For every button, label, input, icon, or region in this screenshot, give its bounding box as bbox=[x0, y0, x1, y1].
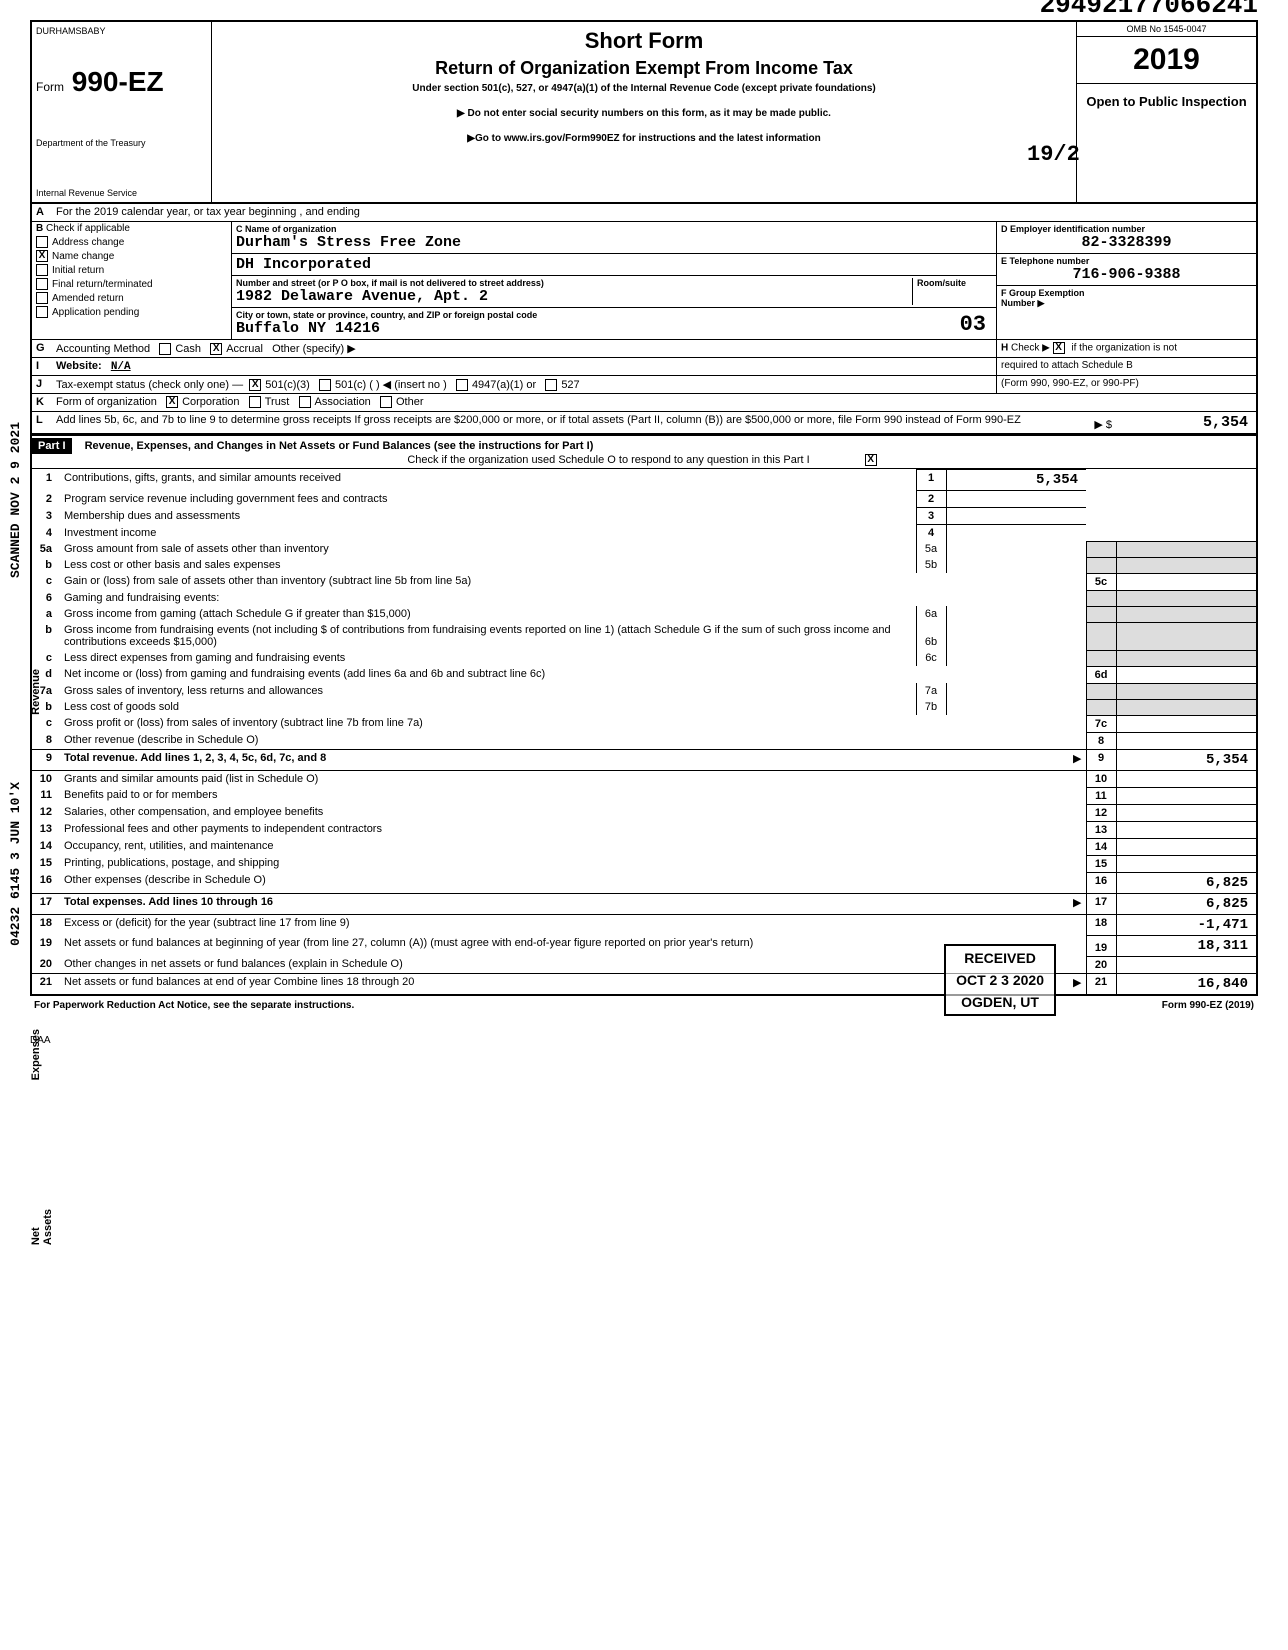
ssn-note: ▶ Do not enter social security numbers o… bbox=[218, 108, 1070, 119]
cb-corp[interactable] bbox=[166, 396, 178, 408]
org-name-1: Durham's Stress Free Zone bbox=[236, 234, 992, 251]
omb-number: OMB No 1545-0047 bbox=[1077, 22, 1256, 37]
org-name-2: DH Incorporated bbox=[236, 256, 992, 273]
line-j: Tax-exempt status (check only one) — 501… bbox=[52, 376, 996, 393]
val-1: 5,354 bbox=[946, 470, 1086, 491]
website: N/A bbox=[111, 361, 131, 373]
line-h: H Check ▶ if the organization is not bbox=[996, 340, 1256, 357]
line-k: Form of organization Corporation Trust A… bbox=[52, 394, 1256, 411]
cb-address-change[interactable] bbox=[36, 236, 48, 248]
val-18: -1,471 bbox=[1116, 914, 1256, 935]
val-9: 5,354 bbox=[1116, 749, 1256, 770]
form-number: Form 990-EZ bbox=[36, 66, 207, 98]
tax-year: 2019 bbox=[1077, 37, 1256, 84]
val-16: 6,825 bbox=[1116, 872, 1256, 893]
line-l: Add lines 5b, 6c, and 7b to line 9 to de… bbox=[52, 412, 1056, 433]
val-21: 16,840 bbox=[1116, 973, 1256, 994]
ein: 82-3328399 bbox=[1001, 234, 1252, 251]
open-to-public: Open to Public Inspection bbox=[1077, 84, 1256, 119]
cb-527[interactable] bbox=[545, 379, 557, 391]
main-title: Return of Organization Exempt From Incom… bbox=[218, 58, 1070, 79]
cb-final-return[interactable] bbox=[36, 278, 48, 290]
cb-501c3[interactable] bbox=[249, 379, 261, 391]
netassets-label: Net Assets bbox=[30, 1209, 54, 1245]
barcode-text: 04232 6145 3 JUN 10'X bbox=[8, 782, 23, 946]
line-a-letter: A bbox=[32, 204, 52, 221]
daa: DAA bbox=[30, 1035, 1258, 1046]
scanned-stamp: SCANNED NOV 2 9 2021 bbox=[8, 422, 23, 578]
cb-schedule-o[interactable] bbox=[865, 454, 877, 466]
dept-irs: Internal Revenue Service bbox=[36, 188, 207, 198]
col-c-org-info: C Name of organization Durham's Stress F… bbox=[232, 222, 996, 339]
city-state-zip: Buffalo NY 14216 bbox=[236, 320, 992, 337]
cb-assoc[interactable] bbox=[299, 396, 311, 408]
form-ref: Form 990-EZ (2019) bbox=[1162, 1000, 1254, 1011]
url-note: ▶Go to www.irs.gov/Form990EZ for instruc… bbox=[218, 133, 1070, 144]
revenue-label: Revenue bbox=[30, 669, 42, 715]
paperwork-notice: For Paperwork Reduction Act Notice, see … bbox=[34, 1000, 354, 1011]
cb-initial-return[interactable] bbox=[36, 264, 48, 276]
line-i: Website: N/A bbox=[52, 358, 996, 375]
street-address: 1982 Delaware Avenue, Apt. 2 bbox=[236, 288, 912, 305]
short-form-title: Short Form bbox=[218, 28, 1070, 54]
gross-receipts: 5,354 bbox=[1116, 412, 1256, 433]
handwritten-03: 03 bbox=[960, 312, 986, 337]
cb-accrual[interactable] bbox=[210, 343, 222, 355]
cb-amended[interactable] bbox=[36, 292, 48, 304]
cb-trust[interactable] bbox=[249, 396, 261, 408]
val-19: 18,311 bbox=[1116, 935, 1256, 956]
cb-other-org[interactable] bbox=[380, 396, 392, 408]
col-d-info: D Employer identification number 82-3328… bbox=[996, 222, 1256, 339]
expenses-label: Expenses bbox=[30, 1029, 42, 1080]
cb-501c[interactable] bbox=[319, 379, 331, 391]
cb-pending[interactable] bbox=[36, 306, 48, 318]
part-1-header: Part I Revenue, Expenses, and Changes in… bbox=[32, 434, 1256, 469]
top-label: DURHAMSBABY bbox=[36, 26, 207, 36]
val-17: 6,825 bbox=[1116, 893, 1256, 914]
received-stamp: RECEIVED OCT 2 3 2020 OGDEN, UT bbox=[944, 944, 1056, 1016]
line-g: Accounting Method Cash Accrual Other (sp… bbox=[52, 340, 996, 357]
dln: 29492177066241 bbox=[1040, 0, 1258, 20]
phone: 716-906-9388 bbox=[1001, 266, 1252, 283]
cb-schedule-b[interactable] bbox=[1053, 342, 1065, 354]
form-header: DURHAMSBABY Form 990-EZ Department of th… bbox=[32, 22, 1256, 204]
footer: For Paperwork Reduction Act Notice, see … bbox=[30, 996, 1258, 1015]
dept-treasury: Department of the Treasury bbox=[36, 138, 207, 148]
line-a: For the 2019 calendar year, or tax year … bbox=[52, 204, 1256, 221]
cb-cash[interactable] bbox=[159, 343, 171, 355]
handwritten-date: 19/2 bbox=[1027, 142, 1080, 167]
part1-table: 1Contributions, gifts, grants, and simil… bbox=[32, 469, 1256, 994]
subtitle: Under section 501(c), 527, or 4947(a)(1)… bbox=[218, 83, 1070, 94]
form-990ez: SCANNED NOV 2 9 2021 04232 6145 3 JUN 10… bbox=[30, 20, 1258, 996]
col-b-checkboxes: B Check if applicable Address change Nam… bbox=[32, 222, 232, 339]
cb-4947[interactable] bbox=[456, 379, 468, 391]
cb-name-change[interactable] bbox=[36, 250, 48, 262]
